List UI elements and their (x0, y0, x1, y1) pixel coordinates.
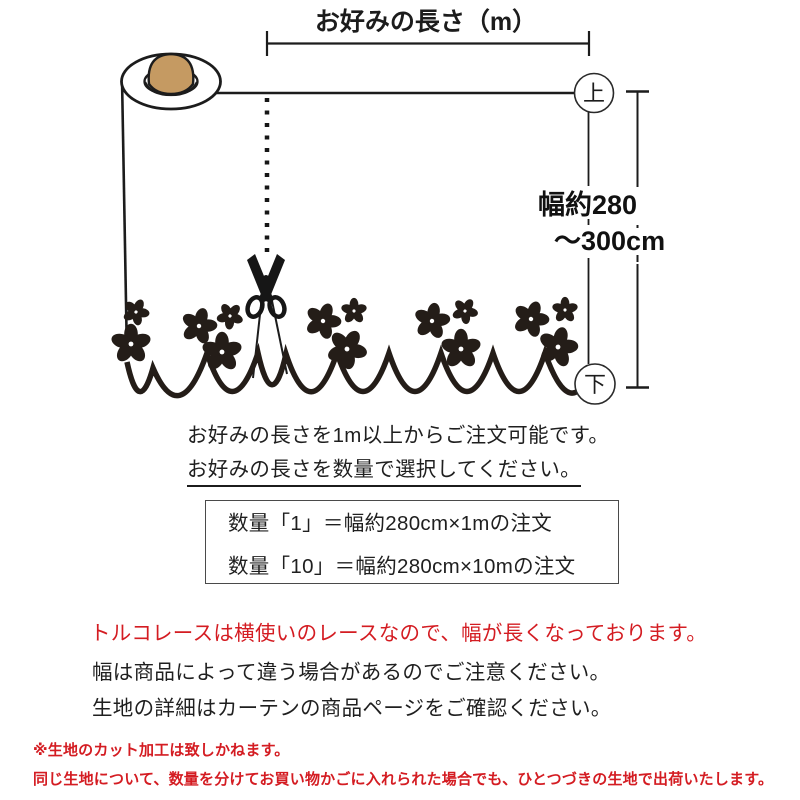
top-marker: 上 (573, 72, 615, 114)
width-label: 幅約280 〜300cm (536, 189, 673, 256)
length-bracket (265, 31, 591, 56)
scallop-edge (124, 342, 595, 399)
width-label-line1: 幅約280 (538, 189, 637, 220)
quantity-example-1: 数量「1」＝幅約280cm×1mの注文 (228, 511, 553, 535)
warning-see-product-page: 生地の詳細はカーテンの商品ページをご確認ください。 (92, 697, 612, 720)
length-label: お好みの長さ（m） (315, 7, 537, 36)
bottom-marker-label: 下 (584, 372, 606, 397)
fabric-roll (120, 52, 222, 111)
fine-print-continuous-shipping: 同じ生地について、数量を分けてお買い物かごに入れられた場合でも、ひとつづきの生地… (33, 771, 774, 788)
quantity-example-box: 数量「1」＝幅約280cm×1mの注文 数量「10」＝幅約280cm×10mの注… (205, 500, 619, 584)
warning-width-varies: 幅は商品によって違う場合があるのでご注意ください。 (92, 661, 611, 684)
roll-core (147, 52, 195, 96)
width-label-line2: 〜300cm (554, 226, 665, 256)
scissors-icon (245, 254, 287, 319)
quantity-example-10: 数量「10」＝幅約280cm×10mの注文 (228, 554, 576, 578)
flower-motifs (109, 292, 584, 378)
width-measure-line (626, 90, 649, 389)
top-marker-label: 上 (583, 81, 605, 106)
warning-turkish-lace: トルコレースは横使いのレースなので、幅が長くなっております。 (90, 622, 708, 645)
fabric-roll-diagram: お好みの長さ（m） (109, 7, 673, 405)
note-select-quantity: お好みの長さを数量で選択してください。 (187, 452, 581, 487)
fine-print-no-cut: ※生地のカット加工は致しかねます。 (33, 742, 290, 759)
bottom-marker: 下 (574, 363, 616, 405)
note-order-min: お好みの長さを1m以上からご注文可能です。 (187, 424, 610, 447)
